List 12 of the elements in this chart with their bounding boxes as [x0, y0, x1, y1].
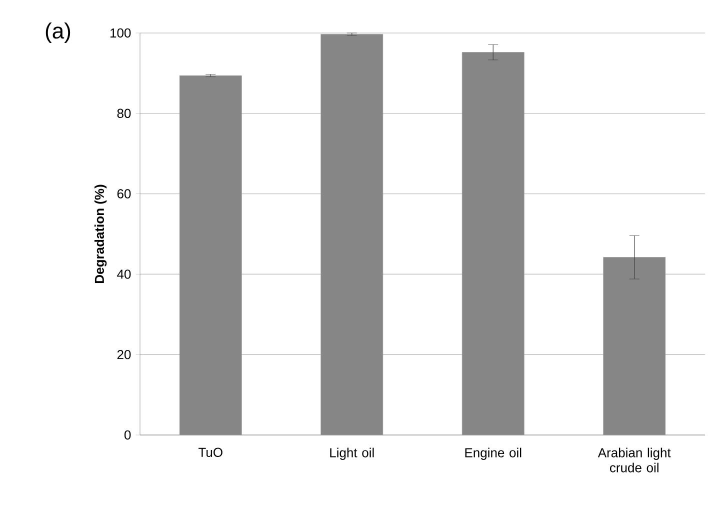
y-tick-label: 0: [124, 430, 131, 440]
text: (a): [46, 22, 70, 44]
x-tick-label: TuO: [198, 448, 222, 457]
x-tick-label: Light oil: [330, 448, 374, 460]
y-tick-label: 40: [117, 270, 131, 279]
y-tick-label: 20: [117, 350, 131, 360]
y-axis-title: Degradation (%): [94, 184, 107, 283]
x-tick-label: Engine oil: [465, 448, 522, 460]
y-tick-label: 60: [117, 189, 131, 198]
y-tick-label: 80: [117, 108, 131, 118]
y-tick-label: 100: [110, 28, 131, 38]
x-tick-label: Arabian light crude oil: [598, 448, 671, 472]
